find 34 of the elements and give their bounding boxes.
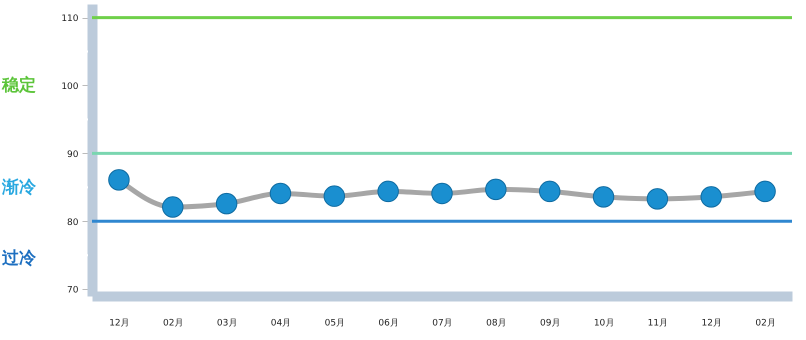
text: 过冷 [1, 248, 37, 269]
point [700, 186, 722, 208]
x-tick-label: 10月 [594, 318, 614, 328]
y-tick-label: 70 [67, 286, 79, 296]
text: 稳定 [1, 75, 36, 96]
x-tick-label: 02月 [163, 318, 184, 328]
x-tick-label: 07月 [432, 318, 453, 328]
y-tick-label: 90 [67, 150, 79, 160]
point [592, 186, 614, 208]
point [216, 192, 238, 214]
x-tick-label: 02月 [755, 318, 776, 328]
point [485, 178, 507, 200]
y-tick-label: 110 [61, 14, 79, 24]
y-tick-label: 80 [67, 218, 79, 228]
x-tick-label: 05月 [324, 318, 346, 328]
point [162, 196, 184, 218]
x-tick-label: 06月 [378, 318, 399, 328]
x-tick-label: 08月 [486, 318, 507, 328]
x-tick-label: 04月 [270, 318, 292, 328]
x-tick-label: 12月 [702, 318, 722, 328]
point [538, 180, 560, 202]
x-tick-label: 12月 [109, 318, 130, 328]
point [324, 185, 346, 207]
x-tick-label: 11月 [648, 318, 668, 328]
point [270, 182, 292, 204]
y-tick-label: 100 [61, 82, 79, 92]
point [754, 180, 776, 202]
point [377, 180, 399, 202]
point [646, 188, 668, 210]
x-tick-label: 03月 [216, 318, 238, 328]
point [431, 182, 453, 204]
point [108, 169, 130, 191]
x-tick-label: 09月 [540, 318, 560, 328]
text: 渐冷 [1, 177, 37, 198]
